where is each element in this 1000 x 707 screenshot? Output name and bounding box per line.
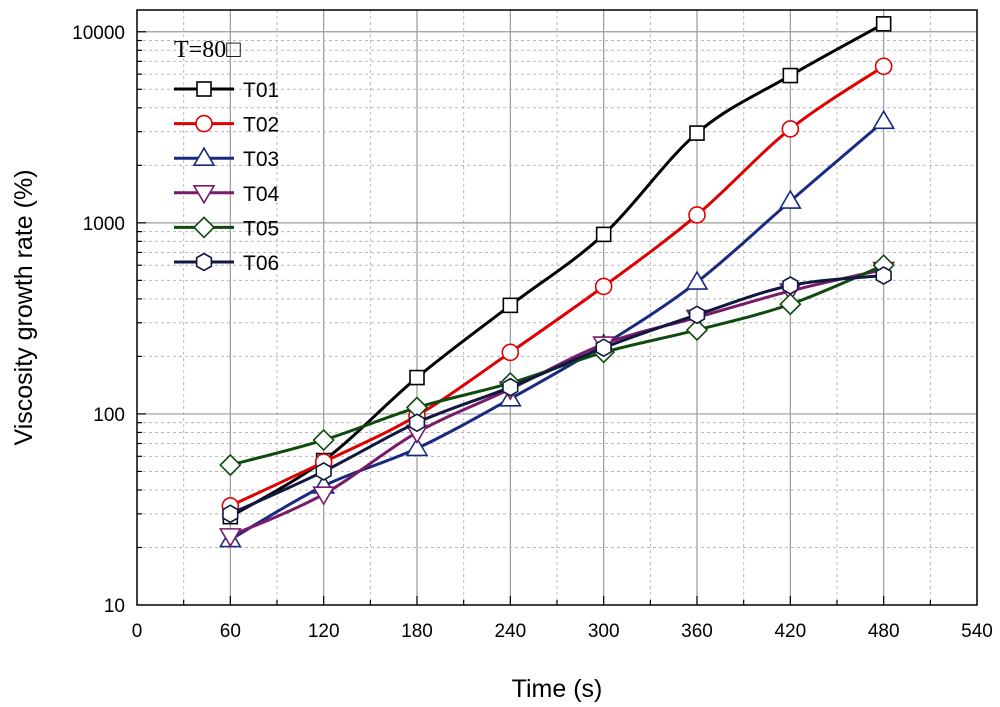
data-point [689,125,705,141]
legend-title: T=80□ [174,37,241,63]
data-point [688,305,706,325]
data-point [782,276,799,295]
data-point [875,266,892,285]
grid [137,10,977,605]
data-point [875,16,892,32]
series-line [229,22,885,518]
legend-item-t05: T05 [174,216,279,240]
legend-label: T02 [243,114,279,137]
data-point [196,81,212,97]
x-tick-label: 420 [774,621,806,642]
legend-label: T06 [243,252,279,275]
data-point [408,413,426,433]
data-point [192,216,216,239]
legend-label: T05 [243,217,279,240]
data-point [688,206,706,224]
legend: T=80□ T01 T02 T03 T04 T05 T06 [174,37,280,275]
data-point [782,67,799,84]
data-point [312,428,335,452]
data-point [192,146,216,166]
x-tick-label: 0 [132,621,143,642]
legend-label: T04 [243,183,280,206]
data-point [779,293,802,316]
data-point [874,57,893,76]
legend-item-t04: T04 [174,183,280,206]
y-tick-label: 10 [104,596,125,617]
x-tick-label: 300 [588,621,620,642]
series-line [229,65,885,508]
x-axis-title: Time (s) [512,675,603,703]
data-point [219,453,242,477]
x-tick-label: 120 [308,621,340,642]
x-tick-label: 60 [220,621,241,642]
data-point [778,189,802,209]
data-point [405,436,429,457]
data-point [502,377,519,397]
x-tick-label: 180 [401,621,433,642]
legend-label: T01 [243,79,279,102]
legend-label: T03 [243,148,279,171]
data-point [409,369,425,386]
series [218,16,896,548]
series-t06 [222,266,892,524]
data-point [315,462,332,481]
data-point [872,109,896,130]
x-tick-label: 240 [494,621,526,642]
data-point [222,504,239,524]
data-point [192,185,216,205]
y-axis-title: Viscosity growth rate (%) [10,169,38,445]
data-point [195,114,213,133]
legend-item-t02: T02 [174,114,279,137]
data-point [595,338,612,358]
axis-ticks: 0 60 120 180 240 300 360 420 480 540 10 100 1000 1000… [72,23,993,642]
data-point [502,297,519,314]
data-point [312,486,336,506]
data-point [501,343,520,362]
x-tick-label: 360 [681,621,713,642]
x-tick-label: 540 [961,621,993,642]
data-point [195,252,213,272]
legend-item-t01: T01 [174,79,279,102]
x-tick-label: 480 [868,621,900,642]
y-tick-label: 100 [93,405,125,426]
legend-item-t06: T06 [174,252,279,275]
data-point [594,277,613,296]
y-tick-label: 1000 [83,214,125,235]
data-point [781,120,800,138]
data-point [595,226,612,243]
legend-item-t03: T03 [174,146,279,171]
data-point [218,528,242,548]
data-point [685,318,709,342]
data-point [685,270,709,290]
y-tick-label: 10000 [72,23,125,44]
